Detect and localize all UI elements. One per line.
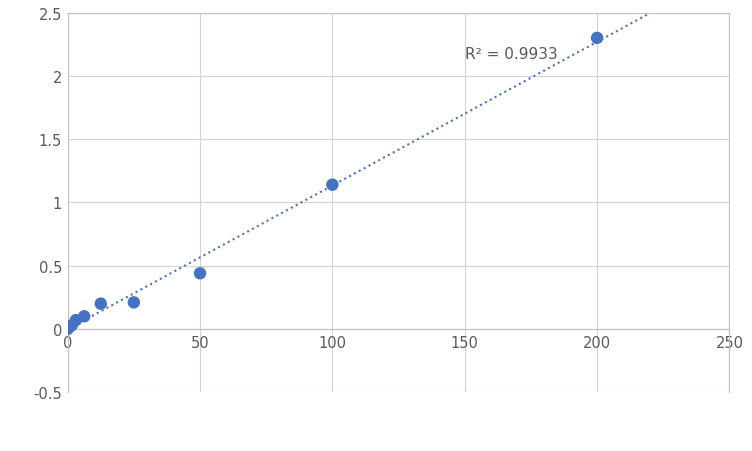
Point [64,323,76,330]
Point [326,182,338,189]
Point [65,322,77,329]
Point [95,300,107,308]
Text: R² = 0.9933: R² = 0.9933 [465,46,557,61]
Point [128,299,140,306]
Point [62,326,74,333]
Point [70,317,82,324]
Point [194,270,206,277]
Point [78,313,90,320]
Point [591,35,603,42]
